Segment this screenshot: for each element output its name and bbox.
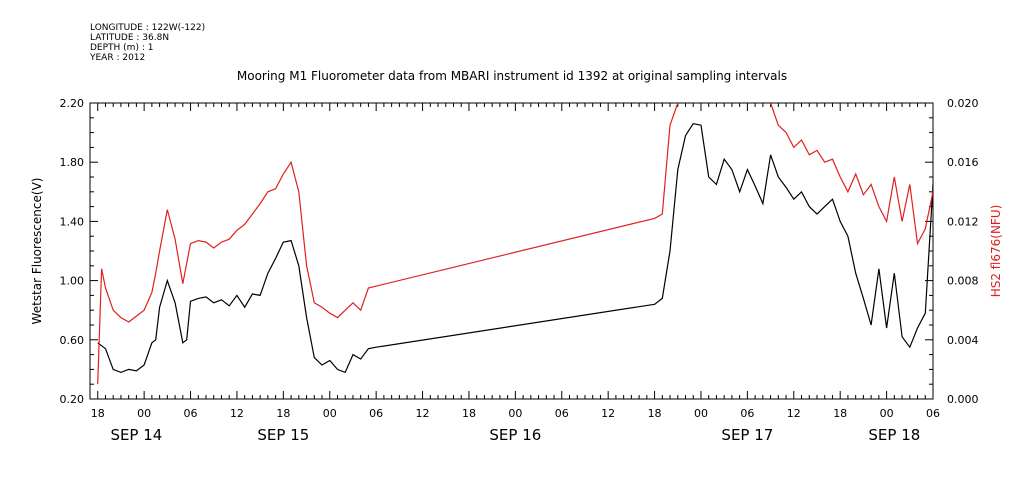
series-wetstar-line xyxy=(97,123,933,374)
right-tick-label: 0.020 xyxy=(947,97,979,110)
hour-tick-label: 12 xyxy=(230,407,244,420)
plot-frame xyxy=(89,102,934,400)
y-axis-right-label: HS2 fl676(NFU) xyxy=(989,205,1003,298)
hour-tick-label: 00 xyxy=(880,407,894,420)
date-label: SEP 15 xyxy=(257,426,309,444)
date-label: SEP 16 xyxy=(489,426,541,444)
right-tick-label: 0.008 xyxy=(947,275,979,288)
right-tick-label: 0.016 xyxy=(947,156,979,169)
right-axis: 0.000 0.004 0.008 0.012 0.016 0.020 xyxy=(925,97,979,406)
meta-longitude: LONGITUDE : 122W(-122) xyxy=(90,23,205,33)
hour-tick-label: 18 xyxy=(276,407,290,420)
left-tick-label: 1.80 xyxy=(60,156,85,169)
hour-tick-label: 06 xyxy=(555,407,569,420)
date-label: SEP 17 xyxy=(721,426,773,444)
hour-tick-label: 12 xyxy=(601,407,615,420)
date-label: SEP 18 xyxy=(868,426,920,444)
bottom-axis: 18 00 06 12 18 00 06 12 18 00 06 12 18 00 06 12 18 00 06 SE… xyxy=(89,103,940,444)
left-tick-label: 1.00 xyxy=(60,275,85,288)
left-tick-label: 2.20 xyxy=(60,97,85,110)
meta-depth: DEPTH (m) : 1 xyxy=(90,43,153,53)
meta-year: YEAR : 2012 xyxy=(89,53,145,63)
hour-tick-label: 18 xyxy=(91,407,105,420)
meta-latitude: LATITUDE : 36.8N xyxy=(90,33,169,43)
metadata-block: LONGITUDE : 122W(-122) LATITUDE : 36.8N … xyxy=(89,23,205,63)
date-label: SEP 14 xyxy=(110,426,162,444)
left-tick-label: 0.60 xyxy=(60,334,85,347)
hour-tick-label: 00 xyxy=(694,407,708,420)
right-tick-label: 0.012 xyxy=(947,215,979,228)
y-axis-left-label: Wetstar Fluorescence(V) xyxy=(30,178,44,325)
hour-tick-label: 06 xyxy=(740,407,754,420)
left-tick-label: 0.20 xyxy=(60,393,85,406)
series-hs2-line xyxy=(97,103,933,385)
hour-tick-label: 00 xyxy=(508,407,522,420)
left-tick-label: 1.40 xyxy=(60,215,85,228)
chart-title: Mooring M1 Fluorometer data from MBARI i… xyxy=(237,69,787,83)
hour-tick-label: 06 xyxy=(926,407,940,420)
hour-tick-label: 12 xyxy=(416,407,430,420)
hour-tick-label: 00 xyxy=(137,407,151,420)
right-tick-label: 0.004 xyxy=(947,334,979,347)
hour-tick-label: 18 xyxy=(462,407,476,420)
right-tick-label: 0.000 xyxy=(947,393,979,406)
hour-tick-label: 06 xyxy=(369,407,383,420)
hour-tick-label: 06 xyxy=(184,407,198,420)
series-layer xyxy=(97,103,933,385)
hour-tick-label: 18 xyxy=(833,407,847,420)
left-axis: 0.20 0.60 1.00 1.40 1.80 2.20 xyxy=(60,97,98,406)
hour-tick-label: 00 xyxy=(323,407,337,420)
hour-tick-label: 12 xyxy=(787,407,801,420)
hour-tick-label: 18 xyxy=(648,407,662,420)
